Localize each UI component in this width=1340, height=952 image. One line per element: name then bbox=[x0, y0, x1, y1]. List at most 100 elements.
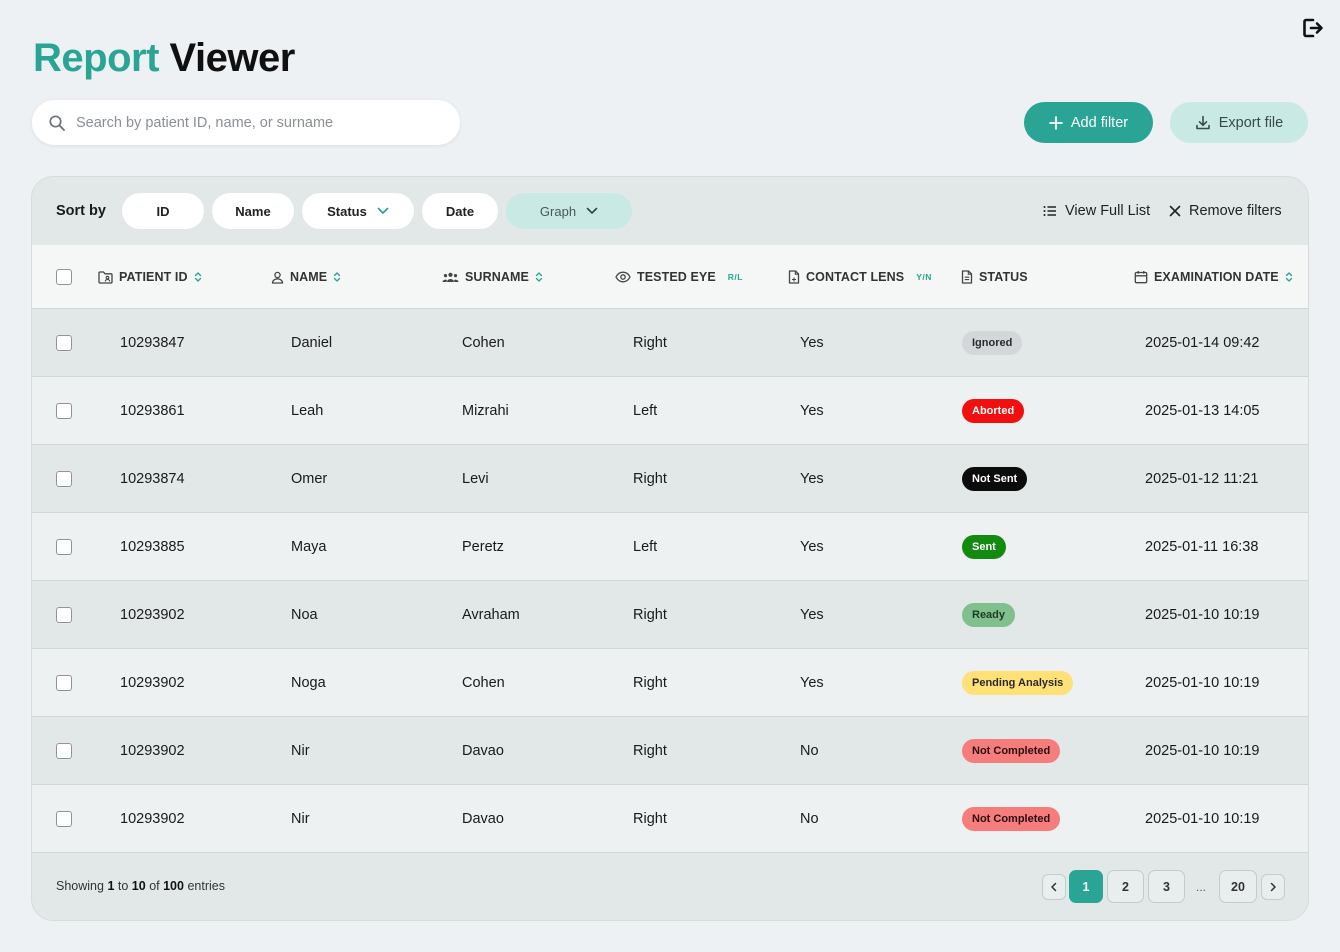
sort-by-label: Sort by bbox=[56, 203, 106, 219]
cell-examination-date: 2025-01-12 11:21 bbox=[1145, 470, 1259, 487]
export-file-button[interactable]: Export file bbox=[1170, 102, 1308, 143]
chevron-down-icon bbox=[586, 207, 598, 214]
column-status-label: STATUS bbox=[979, 270, 1028, 284]
column-patient-id[interactable]: PATIENT ID bbox=[98, 245, 202, 309]
row-checkbox[interactable] bbox=[56, 743, 72, 759]
page-title-rest: Viewer bbox=[169, 36, 296, 80]
cell-patient-id: 10293902 bbox=[120, 742, 185, 759]
column-examination-date[interactable]: EXAMINATION DATE bbox=[1134, 245, 1293, 309]
table-row[interactable]: 10293885 Maya Peretz Left Yes Sent 2025-… bbox=[32, 513, 1308, 581]
column-contact-lens[interactable]: CONTACT LENS Y/N bbox=[788, 245, 932, 309]
row-checkbox[interactable] bbox=[56, 675, 72, 691]
row-checkbox[interactable] bbox=[56, 607, 72, 623]
cell-name: Maya bbox=[291, 538, 327, 555]
report-panel: Sort by ID Name Status Date Graph bbox=[31, 176, 1309, 921]
cell-patient-id: 10293885 bbox=[120, 538, 185, 555]
cell-name: Daniel bbox=[291, 334, 333, 351]
cell-contact-lens: No bbox=[800, 810, 819, 827]
table-row[interactable]: 10293874 Omer Levi Right Yes Not Sent 20… bbox=[32, 445, 1308, 513]
sort-date-button[interactable]: Date bbox=[422, 193, 498, 229]
sort-status-dropdown[interactable]: Status bbox=[302, 193, 414, 229]
table-row[interactable]: 10293861 Leah Mizrahi Left Yes Aborted 2… bbox=[32, 377, 1308, 445]
cell-name: Omer bbox=[291, 470, 328, 487]
column-surname[interactable]: SURNAME bbox=[442, 245, 543, 309]
page-button-last[interactable]: 20 bbox=[1219, 870, 1257, 903]
sort-id-button[interactable]: ID bbox=[122, 193, 204, 229]
remove-filters-link[interactable]: Remove filters bbox=[1169, 203, 1282, 219]
row-checkbox[interactable] bbox=[56, 403, 72, 419]
select-all-checkbox[interactable] bbox=[56, 269, 72, 285]
showing-to-word: to bbox=[117, 879, 129, 893]
row-checkbox[interactable] bbox=[56, 539, 72, 555]
cell-tested-eye: Right bbox=[633, 334, 667, 351]
file-text-icon bbox=[961, 270, 973, 284]
tested-eye-hint: R/L bbox=[727, 272, 743, 282]
cell-name: Noa bbox=[291, 606, 318, 623]
showing-total: 100 bbox=[163, 879, 184, 893]
search-box[interactable] bbox=[32, 100, 460, 145]
sort-icon bbox=[194, 272, 201, 282]
sort-toolbar: Sort by ID Name Status Date Graph bbox=[32, 177, 1308, 245]
chevron-left-icon bbox=[1051, 882, 1057, 892]
row-checkbox[interactable] bbox=[56, 335, 72, 351]
sort-graph-dropdown[interactable]: Graph bbox=[506, 193, 632, 229]
cell-contact-lens: Yes bbox=[800, 470, 824, 487]
chevron-right-icon bbox=[1270, 882, 1276, 892]
sort-name-button[interactable]: Name bbox=[212, 193, 294, 229]
close-icon bbox=[1169, 205, 1181, 217]
page-button-3[interactable]: 3 bbox=[1148, 870, 1185, 903]
cell-contact-lens: Yes bbox=[800, 402, 824, 419]
next-page-button[interactable] bbox=[1261, 874, 1285, 900]
calendar-icon bbox=[1134, 271, 1148, 284]
sort-icon bbox=[334, 272, 341, 282]
cell-examination-date: 2025-01-14 09:42 bbox=[1145, 334, 1260, 351]
list-icon bbox=[1043, 206, 1056, 216]
view-full-list-label: View Full List bbox=[1065, 203, 1151, 219]
add-filter-button[interactable]: Add filter bbox=[1024, 102, 1153, 143]
table-row[interactable]: 10293902 Nir Davao Right No Not Complete… bbox=[32, 785, 1308, 853]
sort-status-label: Status bbox=[327, 203, 367, 219]
status-badge: Not Completed bbox=[962, 806, 1061, 831]
cell-contact-lens: No bbox=[800, 742, 819, 759]
showing-of-word: of bbox=[149, 879, 160, 893]
showing-from: 1 bbox=[107, 879, 115, 893]
prev-page-button[interactable] bbox=[1042, 874, 1066, 900]
cell-tested-eye: Right bbox=[633, 470, 667, 487]
cell-contact-lens: Yes bbox=[800, 606, 824, 623]
row-checkbox[interactable] bbox=[56, 471, 72, 487]
table-row[interactable]: 10293902 Noga Cohen Right Yes Pending An… bbox=[32, 649, 1308, 717]
cell-surname: Mizrahi bbox=[462, 402, 509, 419]
user-icon bbox=[271, 271, 284, 284]
view-full-list-link[interactable]: View Full List bbox=[1043, 203, 1150, 219]
cell-surname: Peretz bbox=[462, 538, 504, 555]
cell-contact-lens: Yes bbox=[800, 334, 824, 351]
cell-patient-id: 10293902 bbox=[120, 810, 185, 827]
chevron-down-icon bbox=[377, 207, 389, 214]
sort-id-label: ID bbox=[156, 203, 170, 219]
column-status[interactable]: STATUS bbox=[961, 245, 1028, 309]
sort-icon bbox=[535, 272, 543, 282]
folder-user-icon bbox=[98, 270, 113, 284]
table-row[interactable]: 10293847 Daniel Cohen Right Yes Ignored … bbox=[32, 309, 1308, 377]
column-examination-date-label: EXAMINATION DATE bbox=[1154, 270, 1279, 284]
cell-examination-date: 2025-01-10 10:19 bbox=[1145, 674, 1260, 691]
table-row[interactable]: 10293902 Noa Avraham Right Yes Ready 202… bbox=[32, 581, 1308, 649]
eye-icon bbox=[615, 271, 631, 283]
page-title-accent: Report bbox=[33, 36, 159, 80]
users-icon bbox=[442, 272, 459, 282]
table-row[interactable]: 10293902 Nir Davao Right No Not Complete… bbox=[32, 717, 1308, 785]
column-tested-eye-label: TESTED EYE bbox=[637, 270, 716, 284]
row-checkbox[interactable] bbox=[56, 811, 72, 827]
cell-tested-eye: Left bbox=[633, 402, 658, 419]
logout-icon[interactable] bbox=[1302, 17, 1324, 39]
cell-patient-id: 10293861 bbox=[120, 402, 185, 419]
column-name[interactable]: NAME bbox=[271, 245, 341, 309]
page-button-2[interactable]: 2 bbox=[1107, 870, 1144, 903]
cell-surname: Avraham bbox=[462, 606, 520, 623]
showing-entries-word: entries bbox=[187, 879, 225, 893]
table-footer: Showing 1 to 10 of 100 entries 1 2 3 ...… bbox=[32, 853, 1308, 920]
column-tested-eye[interactable]: TESTED EYE R/L bbox=[615, 245, 743, 309]
search-input[interactable] bbox=[76, 114, 460, 131]
sort-name-label: Name bbox=[235, 203, 271, 219]
page-button-1[interactable]: 1 bbox=[1069, 870, 1103, 903]
